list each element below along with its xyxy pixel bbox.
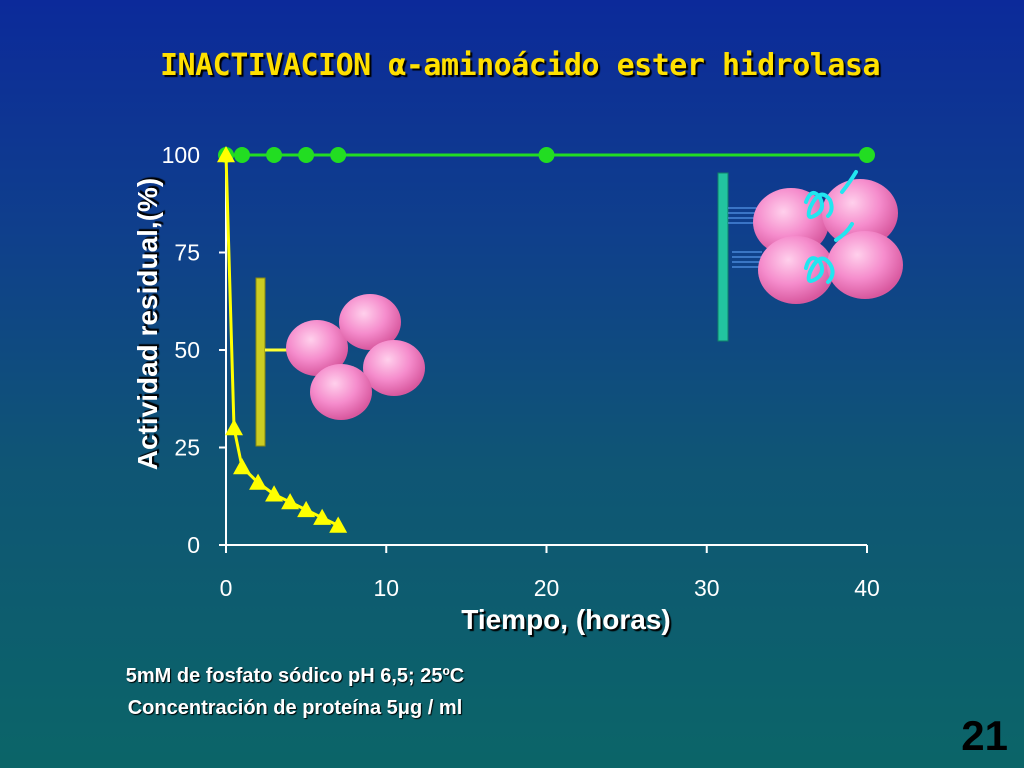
subunit-2	[339, 294, 401, 350]
y-axis-label: Actividad residual,(%)	[132, 177, 163, 471]
data-point	[266, 147, 283, 163]
subunit-1	[286, 320, 348, 376]
data-point	[298, 147, 315, 163]
conditions-note: 5mM de fosfato sódico pH 6,5; 25ºC	[125, 665, 465, 687]
x-tick-label: 10	[373, 575, 399, 601]
attachment-lines	[728, 207, 762, 268]
y-tick-label: 25	[174, 435, 200, 461]
data-point	[265, 485, 284, 502]
data-point	[538, 147, 555, 163]
y-tick-label: 50	[174, 337, 200, 363]
data-point	[330, 147, 347, 163]
y-tick-label: 0	[187, 532, 200, 558]
series-2	[217, 146, 348, 533]
x-tick-label: 40	[854, 575, 880, 601]
series-1	[218, 147, 875, 163]
data-point	[217, 146, 235, 163]
x-tick-label: 30	[694, 575, 720, 601]
crosslink-squiggle-2	[804, 222, 854, 284]
axis-ticks: 0 25 50 75 100 0 10 20 30 40	[162, 142, 880, 601]
x-tick-label: 0	[220, 575, 233, 601]
data-point	[233, 458, 252, 475]
slide-number: 21	[961, 712, 1008, 759]
subunit-3	[758, 236, 834, 304]
y-tick-label: 75	[174, 240, 200, 266]
subunit-3	[363, 340, 425, 396]
tetramer-illustration	[717, 170, 903, 342]
data-point	[249, 473, 268, 490]
subunit-2	[822, 179, 898, 247]
data-point	[313, 508, 332, 525]
protein-concentration-note: Concentración de proteína 5μg / ml	[127, 697, 463, 719]
tetramer-support-bar	[717, 172, 729, 342]
data-point	[329, 516, 348, 533]
data-point	[859, 147, 875, 163]
data-point	[297, 500, 316, 518]
data-point	[225, 419, 244, 436]
plot-series	[217, 146, 875, 533]
y-tick-label: 100	[162, 142, 200, 168]
data-point	[234, 147, 251, 163]
subunit-4	[310, 364, 372, 420]
x-axis-label: Tiempo, (horas)	[461, 604, 671, 635]
x-tick-label: 20	[534, 575, 560, 601]
monomer-support-bar	[255, 277, 266, 447]
subunit-4	[827, 231, 903, 299]
slide-title: INACTIVACION α-aminoácido ester hidrolas…	[159, 48, 881, 83]
monomer-illustration	[255, 277, 425, 447]
data-point	[281, 493, 300, 510]
crosslink-squiggle-1	[804, 170, 858, 219]
